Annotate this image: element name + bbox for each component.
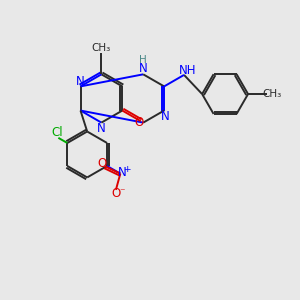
Text: CH₃: CH₃: [92, 43, 111, 53]
Text: CH₃: CH₃: [263, 89, 282, 99]
Text: N: N: [97, 122, 105, 135]
Text: NH: NH: [179, 64, 196, 77]
Text: N: N: [118, 166, 127, 178]
Text: +: +: [123, 165, 130, 174]
Text: N: N: [76, 76, 85, 88]
Text: Cl: Cl: [51, 126, 63, 139]
Text: O: O: [135, 116, 144, 129]
Text: N: N: [161, 110, 170, 123]
Text: O: O: [111, 187, 121, 200]
Text: ⁻: ⁻: [120, 187, 125, 197]
Text: H: H: [140, 55, 147, 65]
Text: N: N: [139, 62, 148, 75]
Text: O: O: [98, 157, 107, 170]
